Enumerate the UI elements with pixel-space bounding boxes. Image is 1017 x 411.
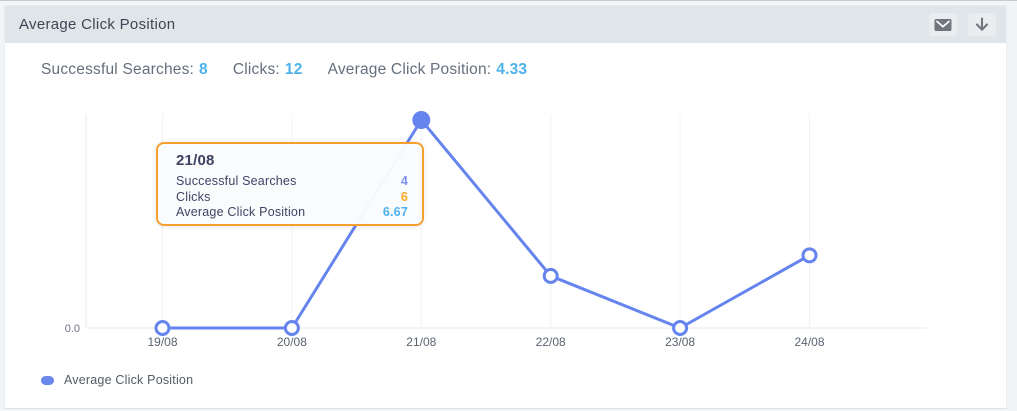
legend-label: Average Click Position — [64, 373, 194, 387]
tooltip-row-value: 6 — [400, 189, 408, 204]
x-tick-label: 23/08 — [665, 335, 695, 349]
tooltip-row-label: Successful Searches — [176, 174, 297, 188]
data-point[interactable] — [801, 247, 818, 264]
stat-value: 12 — [284, 61, 303, 78]
tooltip-row-clicks: Clicks 6 — [176, 190, 408, 206]
x-tick-label: 21/08 — [406, 335, 436, 349]
tooltip-row-label: Clicks — [176, 189, 211, 204]
tooltip-date: 21/08 — [176, 152, 215, 169]
card-header: Average Click Position — [5, 6, 1006, 43]
tooltip-row-value: 4 — [400, 174, 408, 188]
legend-dot-icon — [41, 375, 54, 385]
stat-clicks: Clicks: 12 — [233, 61, 303, 79]
data-point[interactable] — [154, 320, 171, 336]
header-actions — [929, 13, 996, 36]
x-tick-label: 20/08 — [277, 335, 307, 349]
chart-tooltip: 21/08 Successful Searches 4 Clicks 6 Ave… — [156, 142, 424, 226]
x-tick-label: 24/08 — [794, 335, 824, 349]
tooltip-row-successful-searches: Successful Searches 4 — [176, 174, 408, 190]
envelope-icon — [933, 17, 953, 33]
data-point[interactable] — [672, 320, 689, 336]
stat-value: 8 — [199, 61, 208, 78]
data-point[interactable] — [542, 267, 559, 284]
x-tick-label: 22/08 — [536, 335, 566, 349]
line-chart[interactable]: 19/08 20/08 21/08 22/08 23/08 24/08 0.0 — [5, 106, 1008, 361]
y-tick-label: 0.0 — [65, 323, 80, 335]
tooltip-row-value: 6.67 — [382, 205, 408, 219]
stat-label: Average Click Position: — [327, 61, 492, 78]
stats-row: Successful Searches: 8 Clicks: 12 Average … — [41, 61, 527, 79]
x-tick-label: 19/08 — [147, 335, 177, 349]
legend-item-average-click-position[interactable]: Average Click Position — [41, 373, 193, 387]
stat-label: Successful Searches: — [41, 61, 195, 78]
stat-label: Clicks: — [232, 61, 280, 78]
card-title: Average Click Position — [19, 16, 176, 33]
download-button[interactable] — [968, 13, 996, 36]
tooltip-row-label: Average Click Position — [176, 205, 306, 219]
average-click-position-card: Average Click Position — [4, 5, 1007, 409]
tooltip-row-average-click-position: Average Click Position 6.67 — [176, 205, 408, 221]
window-top-border — [0, 0, 1017, 1]
send-email-button[interactable] — [929, 13, 957, 36]
series-line — [161, 118, 811, 330]
data-point[interactable] — [283, 320, 300, 336]
stat-average-click-position: Average Click Position: 4.33 — [328, 61, 528, 79]
stat-successful-searches: Successful Searches: 8 — [41, 61, 208, 79]
download-arrow-icon — [973, 16, 991, 34]
stat-value: 4.33 — [496, 61, 528, 78]
data-point-active[interactable] — [412, 111, 431, 129]
